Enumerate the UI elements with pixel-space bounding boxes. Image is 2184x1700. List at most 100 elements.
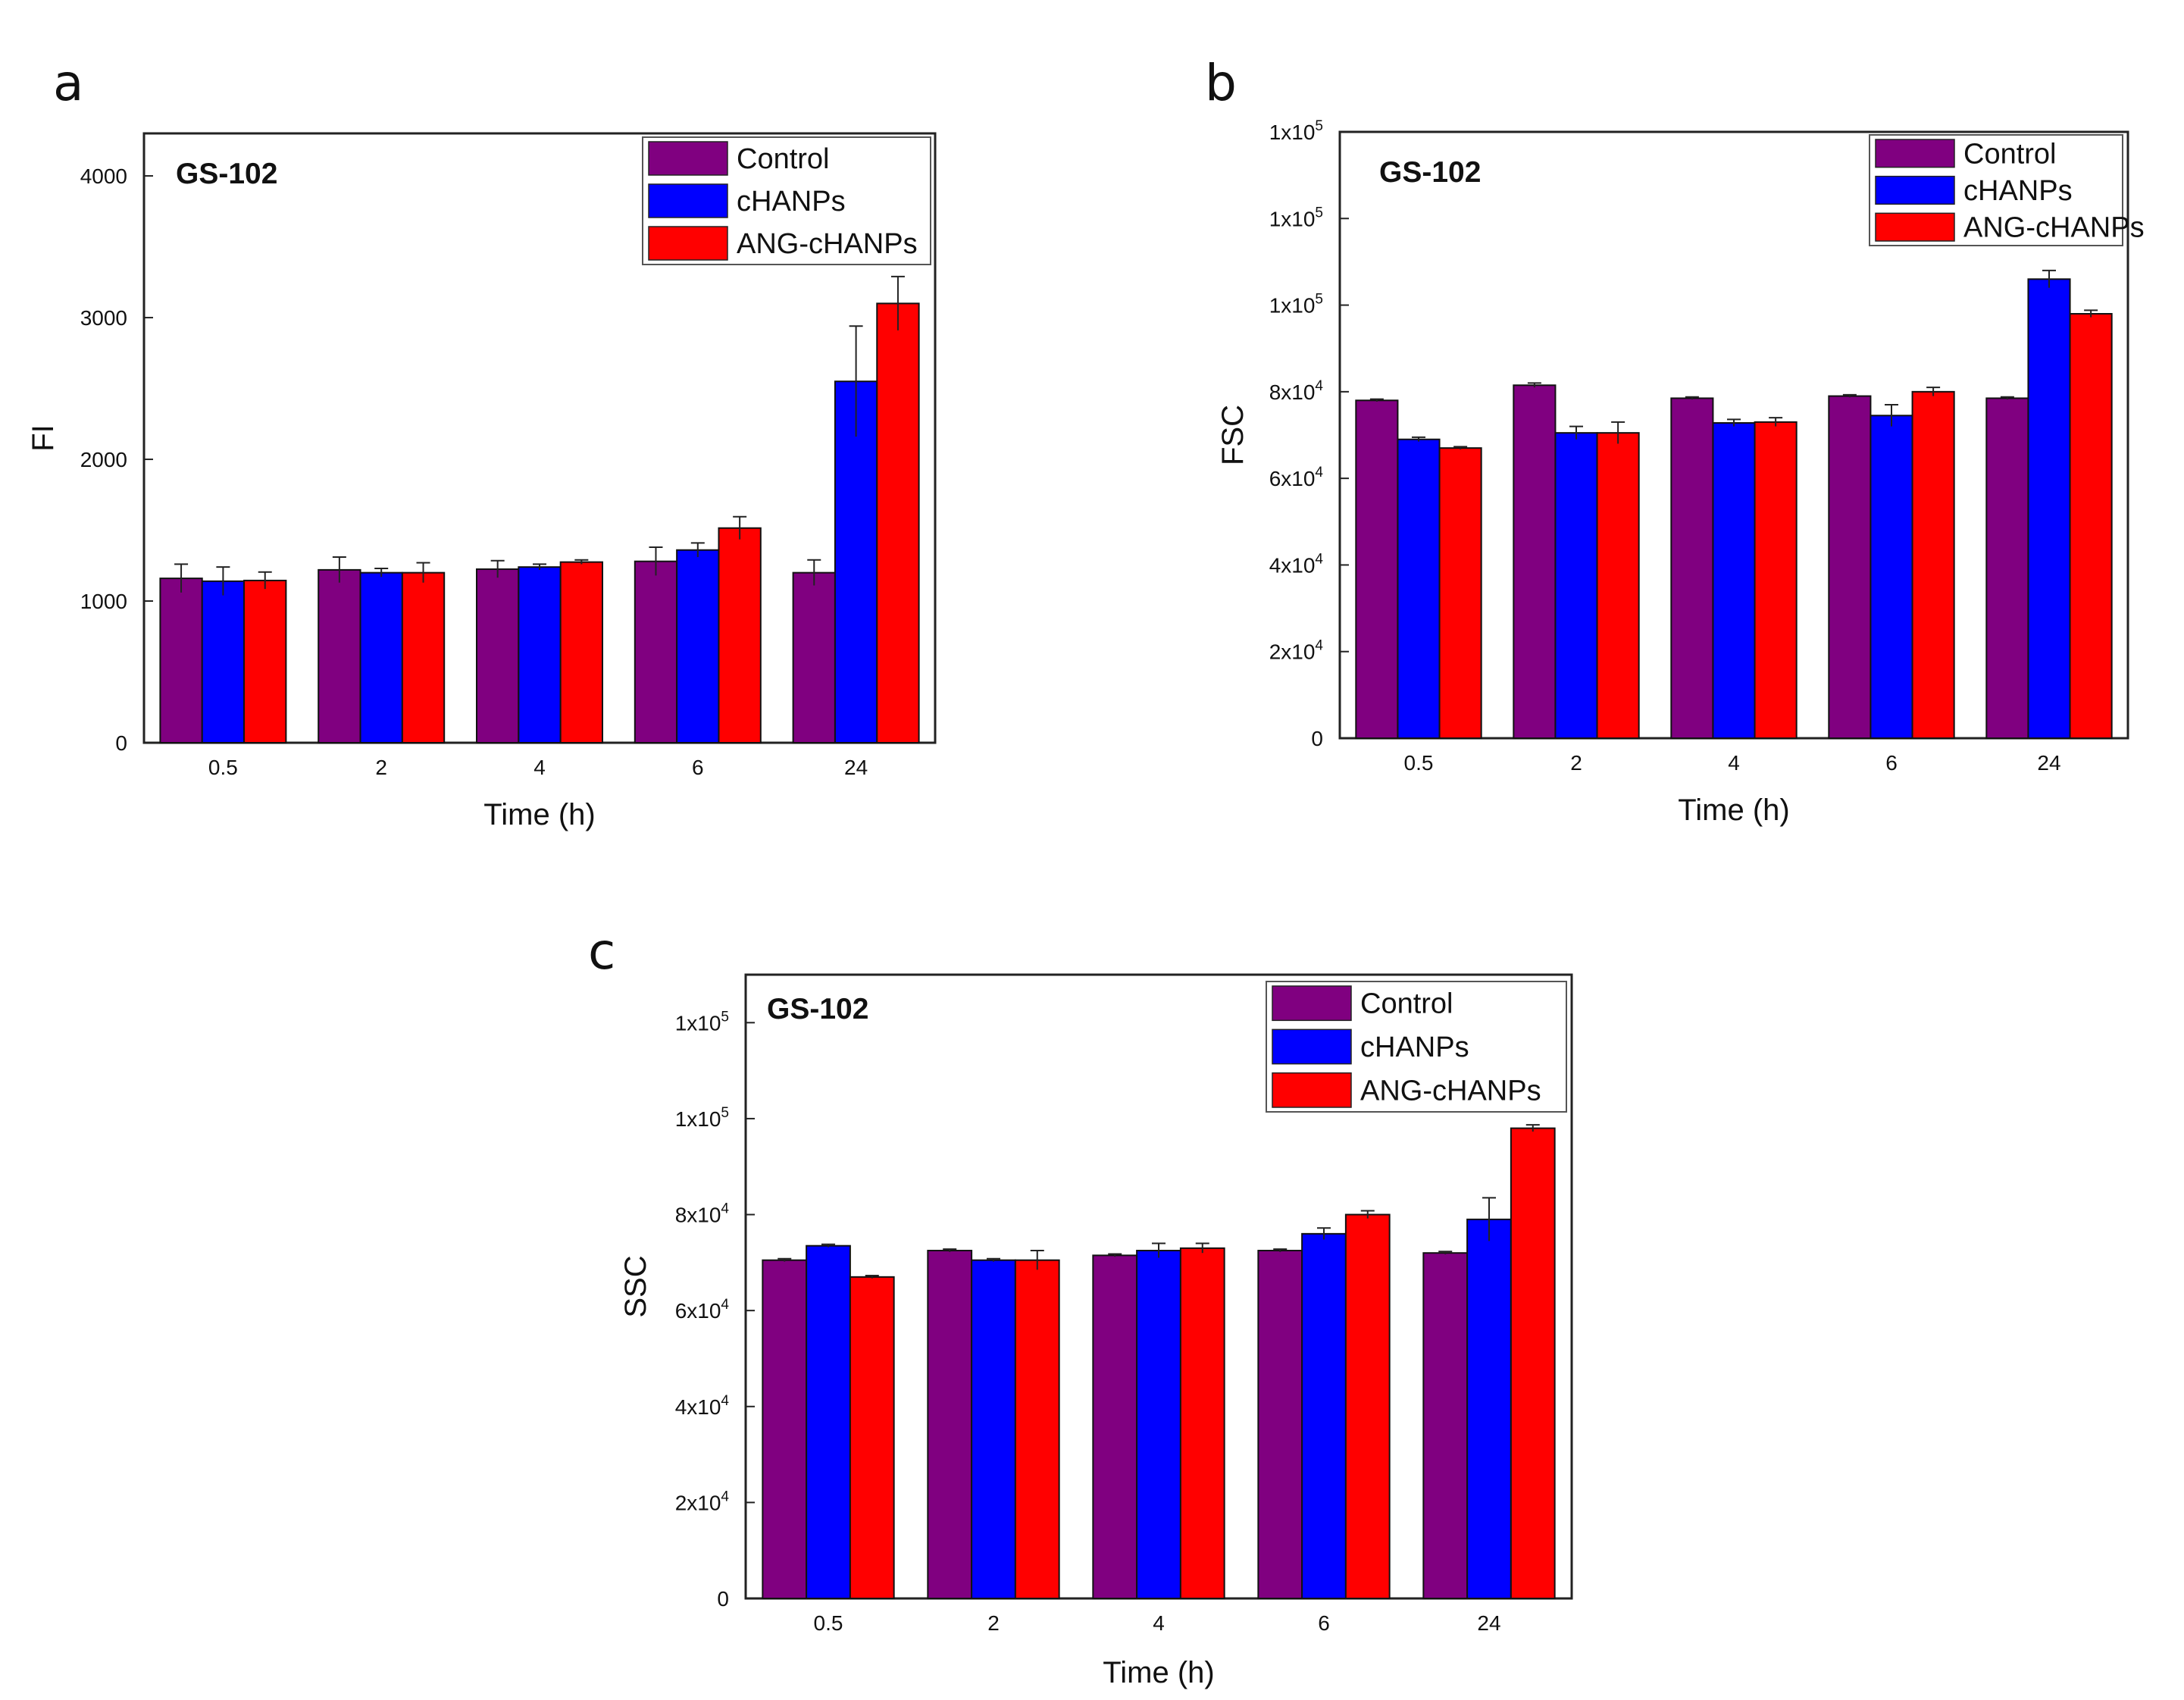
- bar-chanps-3: [1301, 1232, 1347, 1600]
- legend-swatch-control: [1272, 985, 1352, 1022]
- bar-control-3: [1828, 395, 1872, 739]
- y-tick-label: 1x105: [1269, 118, 1323, 144]
- cell-line-label: GS-102: [176, 158, 277, 190]
- x-tick-label: 6: [692, 756, 704, 779]
- legend-label-ang-chanps: ANG-cHANPs: [1963, 212, 2145, 244]
- y-tick-label: 2x104: [1269, 638, 1324, 664]
- y-tick-label: 4x104: [675, 1393, 730, 1419]
- bar-control-1: [318, 568, 361, 744]
- legend-swatch-chanps: [1272, 1028, 1352, 1065]
- bar-ang-chanps-3: [718, 527, 762, 744]
- x-tick-label: 24: [1477, 1611, 1500, 1635]
- x-tick-label: 0.5: [814, 1611, 843, 1635]
- x-tick-label: 6: [1885, 751, 1898, 775]
- bar-ang-chanps-2: [1754, 421, 1798, 739]
- y-axis-title: FI: [27, 424, 60, 452]
- bar-ang-chanps-0: [849, 1276, 895, 1600]
- bar-ang-chanps-2: [1179, 1247, 1225, 1600]
- bar-ang-chanps-4: [876, 302, 920, 744]
- bar-chanps-4: [1466, 1218, 1512, 1600]
- legend-label-chanps: cHANPs: [1963, 175, 2073, 207]
- bar-control-1: [927, 1250, 973, 1600]
- legend-swatch-ang-chanps: [1875, 212, 1955, 242]
- bar-chanps-3: [1870, 415, 1913, 739]
- y-tick-label: 8x104: [1269, 378, 1324, 404]
- bar-chanps-4: [2027, 278, 2071, 739]
- panel-letter-b: b: [1205, 54, 1237, 112]
- bar-chanps-2: [1712, 422, 1756, 739]
- bar-chanps-0: [1397, 438, 1441, 739]
- x-axis-title: Time (h): [1103, 1656, 1214, 1689]
- bar-ang-chanps-0: [243, 579, 287, 744]
- bar-control-4: [792, 571, 836, 744]
- y-tick-label: 0: [717, 1587, 729, 1611]
- bar-control-2: [1092, 1254, 1138, 1599]
- panel-letter-a: a: [53, 54, 83, 112]
- y-axis-title: FSC: [1216, 405, 1250, 465]
- bar-ang-chanps-1: [1014, 1259, 1060, 1600]
- panel-b: b 0.5 2 4 6 2402x1044x1046x1048x1041x1051x10…: [1205, 54, 2145, 827]
- legend-label-control: Control: [1360, 988, 1453, 1020]
- legend-swatch-control: [648, 141, 728, 176]
- bar-ang-chanps-4: [2069, 313, 2113, 739]
- y-tick-label: 1000: [80, 590, 127, 613]
- y-tick-label: 1x105: [1269, 205, 1323, 230]
- panel-c: c 0.5 2 4 6 2402x1044x1046x1048x1041x1051x10…: [588, 922, 1573, 1689]
- bar-ang-chanps-1: [401, 571, 446, 744]
- x-tick-label: 2: [1570, 751, 1582, 775]
- x-tick-label: 4: [533, 756, 546, 779]
- bar-chanps-3: [676, 549, 720, 744]
- legend-label-chanps: cHANPs: [737, 186, 846, 218]
- legend-swatch-chanps: [648, 183, 728, 218]
- legend-swatch-control: [1875, 139, 1955, 168]
- bar-ang-chanps-2: [559, 561, 603, 744]
- y-tick-label: 0: [1311, 727, 1323, 750]
- bar-control-1: [1513, 384, 1557, 739]
- bar-control-0: [1355, 399, 1399, 739]
- bar-chanps-2: [1136, 1250, 1181, 1600]
- bar-control-4: [1422, 1252, 1469, 1599]
- y-tick-label: 1x105: [1269, 292, 1323, 318]
- bar-ang-chanps-3: [1344, 1213, 1391, 1599]
- x-tick-label: 4: [1153, 1611, 1165, 1635]
- legend-label-control: Control: [737, 143, 830, 175]
- bar-ang-chanps-4: [1510, 1127, 1556, 1599]
- x-axis-title: Time (h): [483, 798, 595, 831]
- x-tick-label: 0.5: [1404, 751, 1434, 775]
- legend-swatch-ang-chanps: [648, 226, 728, 261]
- x-tick-label: 4: [1728, 751, 1740, 775]
- bar-control-2: [476, 568, 520, 744]
- bar-control-3: [634, 560, 678, 744]
- bar-chanps-1: [971, 1259, 1016, 1600]
- y-tick-label: 3000: [80, 306, 127, 330]
- cell-line-label: GS-102: [1379, 156, 1481, 189]
- legend-label-ang-chanps: ANG-cHANPs: [1360, 1075, 1541, 1107]
- legend-label-control: Control: [1963, 138, 2057, 170]
- x-tick-label: 24: [2037, 751, 2060, 775]
- legend-swatch-ang-chanps: [1272, 1072, 1352, 1108]
- bar-chanps-1: [1554, 432, 1598, 740]
- y-tick-label: 0: [115, 731, 127, 755]
- y-axis-title: SSC: [619, 1255, 652, 1317]
- panel-letter-c: c: [588, 922, 615, 981]
- x-axis-title: Time (h): [1678, 794, 1789, 827]
- cell-line-label: GS-102: [767, 993, 868, 1025]
- y-tick-label: 6x104: [1269, 465, 1324, 490]
- bar-control-3: [1257, 1250, 1303, 1600]
- bar-ang-chanps-0: [1438, 447, 1482, 740]
- y-tick-label: 4x104: [1269, 551, 1324, 577]
- x-tick-label: 2: [375, 756, 387, 779]
- bar-control-2: [1670, 397, 1714, 740]
- bar-chanps-0: [806, 1244, 851, 1599]
- y-tick-label: 1x105: [675, 1105, 729, 1131]
- legend-swatch-chanps: [1875, 175, 1955, 205]
- y-tick-label: 6x104: [675, 1297, 730, 1323]
- bar-control-4: [1985, 397, 2029, 740]
- y-tick-label: 2000: [80, 448, 127, 471]
- y-tick-label: 4000: [80, 164, 127, 188]
- x-tick-label: 24: [844, 756, 868, 779]
- y-tick-label: 1x105: [675, 1009, 729, 1035]
- bar-control-0: [762, 1259, 808, 1600]
- bar-chanps-0: [201, 580, 246, 744]
